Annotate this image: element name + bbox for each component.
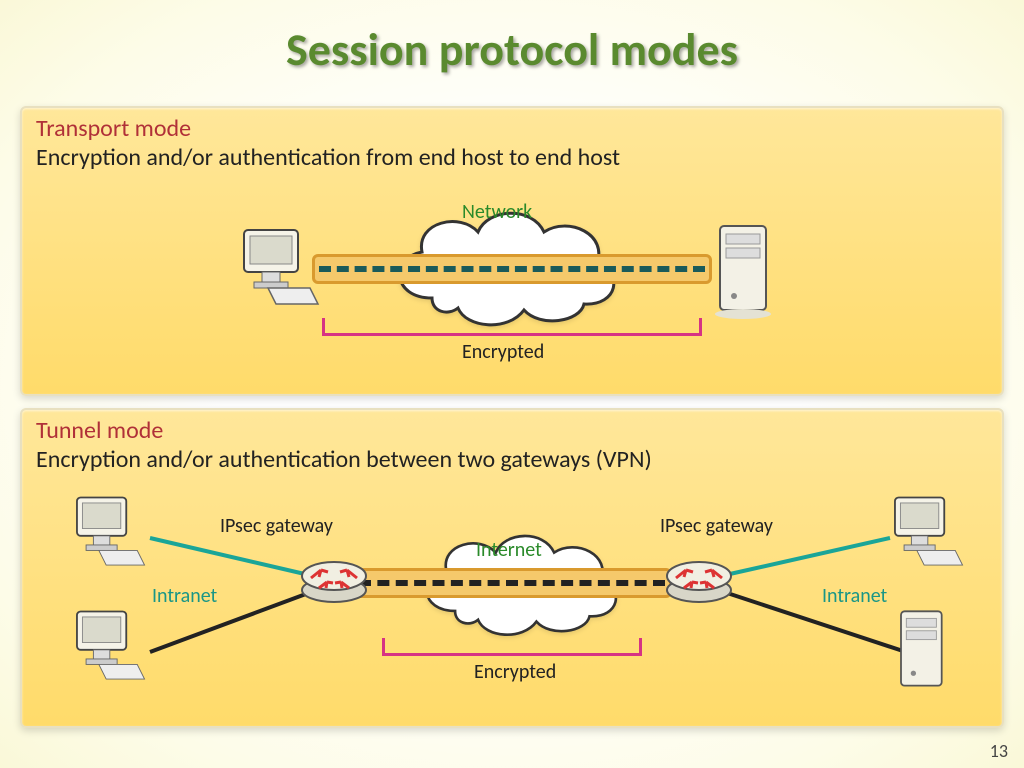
host-server-icon [710, 220, 782, 324]
tunnel-encrypted-label: Encrypted [474, 660, 556, 684]
pc-bottom-left-icon [66, 606, 150, 690]
intranet-right-label: Intranet [822, 584, 887, 608]
transport-tunnel [312, 254, 712, 284]
ipsec-gateway-left-icon [297, 550, 371, 606]
tunnel-mode-desc: Encryption and/or authentication between… [22, 445, 1002, 478]
encrypted-label: Encrypted [462, 340, 544, 364]
intranet-left-label: Intranet [152, 584, 217, 608]
pc-top-right-icon [884, 492, 968, 576]
tunnel-mode-panel: Tunnel mode Encryption and/or authentica… [20, 408, 1004, 728]
transport-mode-desc: Encryption and/or authentication from en… [22, 143, 1002, 176]
ipsec-gateway-right-icon [662, 550, 736, 606]
tunnel-pipe [352, 568, 672, 598]
network-label: Network [462, 200, 532, 224]
transport-mode-title: Transport mode [22, 108, 1002, 143]
gw-label-right: IPsec gateway [660, 514, 773, 538]
server-bottom-right-icon [892, 606, 956, 698]
internet-label: Internet [476, 538, 542, 562]
page-number: 13 [990, 740, 1008, 762]
tunnel-mode-title: Tunnel mode [22, 410, 1002, 445]
gw-label-left: IPsec gateway [220, 514, 333, 538]
host-pc-icon [232, 224, 324, 316]
encrypted-bracket [322, 318, 702, 336]
slide-title: Session protocol modes [0, 0, 1024, 86]
transport-mode-panel: Transport mode Encryption and/or authent… [20, 106, 1004, 396]
pc-top-left-icon [66, 492, 150, 576]
transport-diagram: Network Encrypted [22, 176, 1002, 392]
tunnel-encrypted-bracket [382, 638, 642, 656]
tunnel-diagram: IPsec gateway IPsec gateway Internet Int… [22, 478, 1002, 724]
